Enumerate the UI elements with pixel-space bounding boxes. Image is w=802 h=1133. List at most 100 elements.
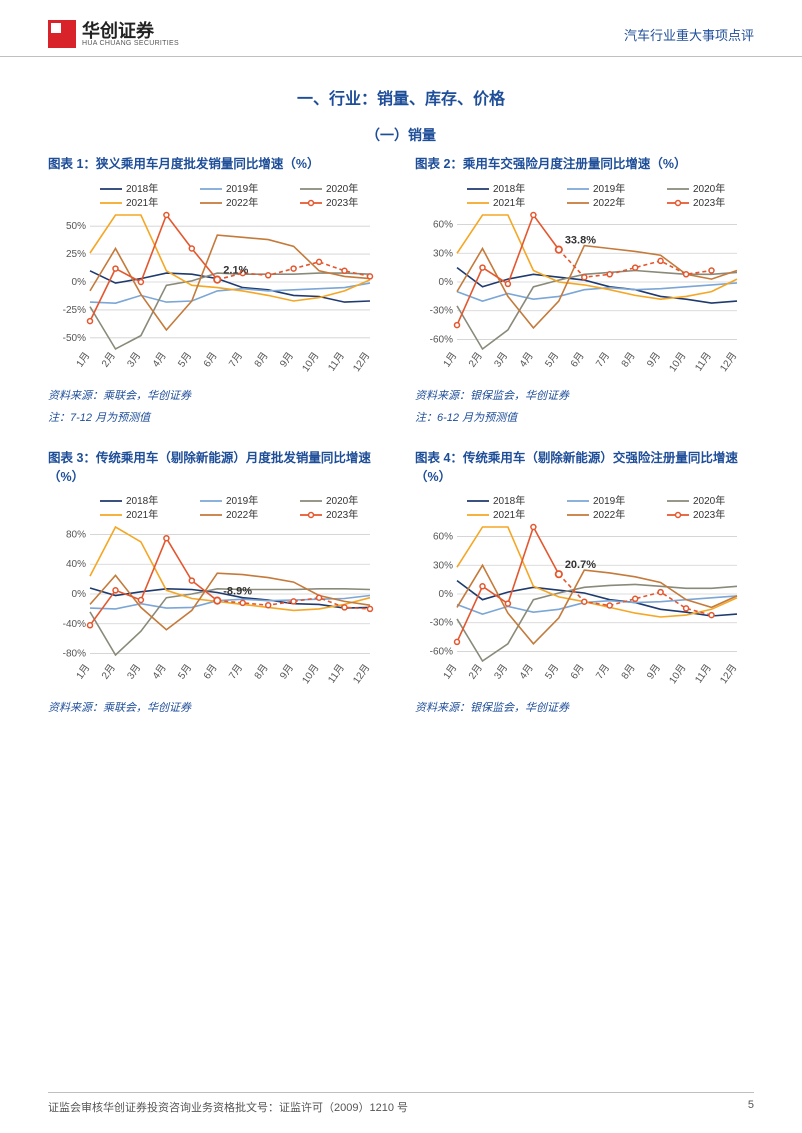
svg-text:12月: 12月 xyxy=(351,662,373,686)
svg-text:9月: 9月 xyxy=(277,350,296,370)
svg-text:2018年: 2018年 xyxy=(126,494,158,507)
svg-text:0%: 0% xyxy=(439,277,454,288)
svg-text:2018年: 2018年 xyxy=(493,494,525,507)
chart-title: 图表 2：乘用车交强险月度注册量同比增速（%） xyxy=(415,155,754,175)
svg-text:2020年: 2020年 xyxy=(693,182,725,195)
svg-text:8月: 8月 xyxy=(619,350,638,370)
line-chart: -50%-25%0%25%50%1月2月3月4月5月6月7月8月9月10月11月… xyxy=(48,181,378,381)
chart-title: 图表 3：传统乘用车（剔除新能源）月度批发销量同比增速（%） xyxy=(48,449,387,487)
svg-text:5月: 5月 xyxy=(543,662,562,682)
svg-text:-80%: -80% xyxy=(63,649,86,660)
svg-text:5月: 5月 xyxy=(543,350,562,370)
svg-text:-30%: -30% xyxy=(430,618,453,629)
svg-text:-25%: -25% xyxy=(63,305,86,316)
doc-title: 汽车行业重大事项点评 xyxy=(624,25,754,44)
svg-text:30%: 30% xyxy=(433,560,453,571)
svg-text:9月: 9月 xyxy=(277,662,296,682)
svg-text:10月: 10月 xyxy=(667,662,689,686)
svg-text:-8.9%: -8.9% xyxy=(223,586,252,598)
logo-cn: 华创证券 xyxy=(82,22,179,40)
svg-text:5月: 5月 xyxy=(176,662,195,682)
svg-text:2023年: 2023年 xyxy=(326,508,358,521)
svg-text:2019年: 2019年 xyxy=(593,494,625,507)
page-header: 华创证券 HUA CHUANG SECURITIES 汽车行业重大事项点评 xyxy=(0,0,802,57)
svg-text:2018年: 2018年 xyxy=(126,182,158,195)
svg-text:2023年: 2023年 xyxy=(693,508,725,521)
chart-source: 资料来源：银保监会，华创证券 xyxy=(415,699,754,715)
svg-text:3月: 3月 xyxy=(492,350,511,370)
svg-text:2月: 2月 xyxy=(466,662,485,682)
svg-text:2022年: 2022年 xyxy=(593,508,625,521)
svg-text:33.8%: 33.8% xyxy=(565,235,596,247)
svg-text:11月: 11月 xyxy=(692,350,714,374)
svg-text:6月: 6月 xyxy=(201,350,220,370)
line-chart: -60%-30%0%30%60%1月2月3月4月5月6月7月8月9月10月11月… xyxy=(415,493,745,693)
chart-source: 资料来源：银保监会，华创证券 xyxy=(415,387,754,403)
svg-text:10月: 10月 xyxy=(667,350,689,374)
svg-text:2023年: 2023年 xyxy=(326,196,358,209)
svg-text:7月: 7月 xyxy=(226,662,245,682)
svg-text:1月: 1月 xyxy=(441,662,460,682)
line-chart: -80%-40%0%40%80%1月2月3月4月5月6月7月8月9月10月11月… xyxy=(48,493,378,693)
svg-text:3月: 3月 xyxy=(125,662,144,682)
svg-text:0%: 0% xyxy=(72,277,87,288)
svg-text:1月: 1月 xyxy=(74,662,93,682)
svg-text:2021年: 2021年 xyxy=(126,508,158,521)
subsection-title: （一）销量 xyxy=(0,125,802,145)
svg-text:5月: 5月 xyxy=(176,350,195,370)
footer-left: 证监会审核华创证券投资咨询业务资格批文号：证监许可（2009）1210 号 xyxy=(48,1099,408,1115)
svg-text:10月: 10月 xyxy=(300,662,322,686)
chart-note: 注：6-12 月为预测值 xyxy=(415,409,754,425)
svg-text:2023年: 2023年 xyxy=(693,196,725,209)
svg-text:12月: 12月 xyxy=(718,662,740,686)
logo-mark-icon xyxy=(48,20,76,48)
svg-text:7月: 7月 xyxy=(226,350,245,370)
svg-text:60%: 60% xyxy=(433,220,453,231)
chart-title: 图表 1：狭义乘用车月度批发销量同比增速（%） xyxy=(48,155,387,175)
svg-text:6月: 6月 xyxy=(568,350,587,370)
chart-source: 资料来源：乘联会，华创证券 xyxy=(48,699,387,715)
svg-text:0%: 0% xyxy=(72,589,87,600)
svg-text:7月: 7月 xyxy=(593,662,612,682)
logo-text: 华创证券 HUA CHUANG SECURITIES xyxy=(82,22,179,47)
svg-text:40%: 40% xyxy=(66,559,86,570)
svg-text:2月: 2月 xyxy=(99,662,118,682)
svg-text:2021年: 2021年 xyxy=(493,196,525,209)
svg-text:8月: 8月 xyxy=(619,662,638,682)
svg-text:2019年: 2019年 xyxy=(226,182,258,195)
svg-text:2019年: 2019年 xyxy=(593,182,625,195)
svg-text:2月: 2月 xyxy=(466,350,485,370)
svg-text:6月: 6月 xyxy=(568,662,587,682)
chart-block: 图表 2：乘用车交强险月度注册量同比增速（%）-60%-30%0%30%60%1… xyxy=(415,155,754,425)
line-chart: -60%-30%0%30%60%1月2月3月4月5月6月7月8月9月10月11月… xyxy=(415,181,745,381)
svg-text:20.7%: 20.7% xyxy=(565,559,596,571)
svg-text:8月: 8月 xyxy=(252,350,271,370)
svg-text:2021年: 2021年 xyxy=(126,196,158,209)
svg-text:3月: 3月 xyxy=(492,662,511,682)
svg-text:4月: 4月 xyxy=(150,350,169,370)
svg-text:80%: 80% xyxy=(66,529,86,540)
svg-text:2021年: 2021年 xyxy=(493,508,525,521)
chart-note: 注：7-12 月为预测值 xyxy=(48,409,387,425)
svg-text:2022年: 2022年 xyxy=(226,196,258,209)
svg-text:6月: 6月 xyxy=(201,662,220,682)
svg-text:2020年: 2020年 xyxy=(326,182,358,195)
svg-text:7月: 7月 xyxy=(593,350,612,370)
page-footer: 证监会审核华创证券投资咨询业务资格批文号：证监许可（2009）1210 号 5 xyxy=(48,1092,754,1115)
svg-text:4月: 4月 xyxy=(517,350,536,370)
svg-text:3月: 3月 xyxy=(125,350,144,370)
svg-text:-60%: -60% xyxy=(430,334,453,345)
svg-text:12月: 12月 xyxy=(351,350,373,374)
svg-text:10月: 10月 xyxy=(300,350,322,374)
svg-text:9月: 9月 xyxy=(644,662,663,682)
charts-grid: 图表 1：狭义乘用车月度批发销量同比增速（%）-50%-25%0%25%50%1… xyxy=(0,155,802,715)
svg-text:30%: 30% xyxy=(433,248,453,259)
svg-text:11月: 11月 xyxy=(692,662,714,686)
svg-text:4月: 4月 xyxy=(150,662,169,682)
svg-text:2020年: 2020年 xyxy=(693,494,725,507)
section-title: 一、行业：销量、库存、价格 xyxy=(0,85,802,109)
brand-logo: 华创证券 HUA CHUANG SECURITIES xyxy=(48,20,179,48)
svg-text:-40%: -40% xyxy=(63,619,86,630)
svg-text:2月: 2月 xyxy=(99,350,118,370)
svg-text:25%: 25% xyxy=(66,249,86,260)
